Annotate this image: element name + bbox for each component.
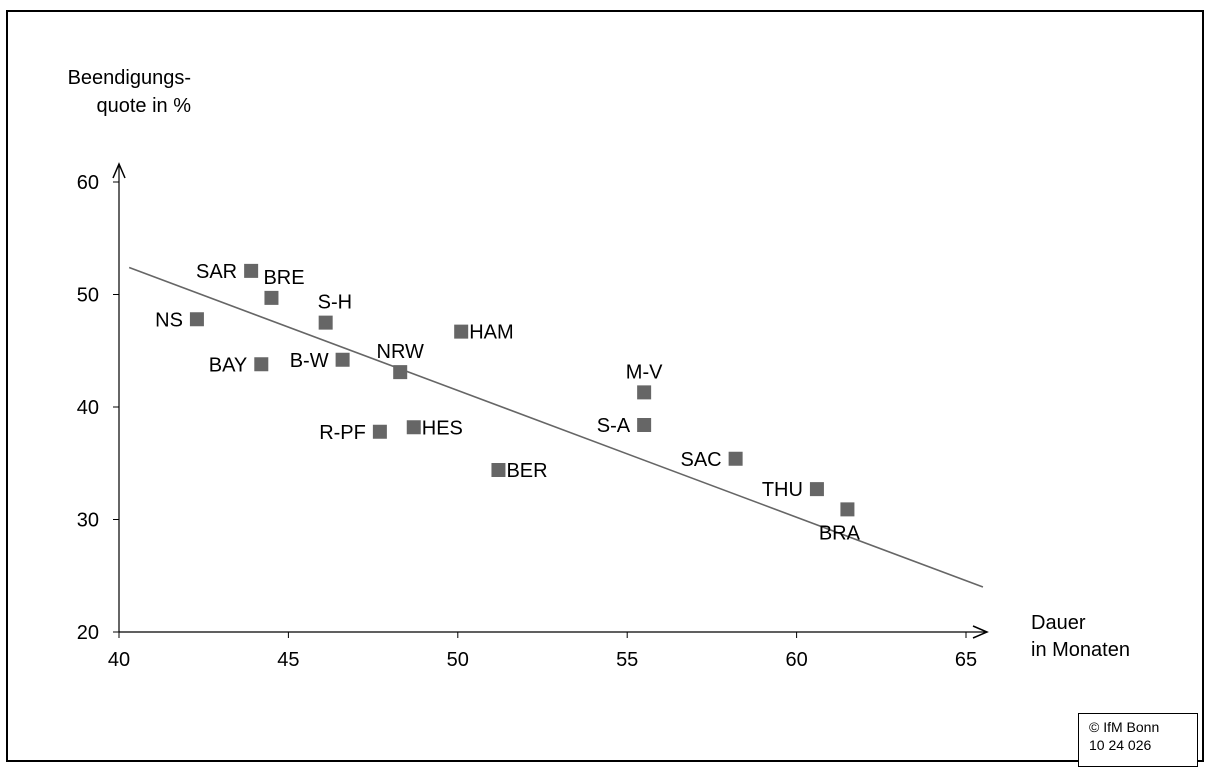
- data-point-s-h: [318, 315, 333, 330]
- data-point-sac: [728, 451, 743, 466]
- x-tick-label: 60: [785, 649, 807, 671]
- data-point-sar: [244, 263, 259, 278]
- data-point-ns: [189, 312, 204, 327]
- data-point-nrw: [393, 365, 408, 380]
- trendline-layer: [128, 266, 984, 588]
- points-layer: SAR BRE NS S-H HAM BAY B-W NRW M-V R-PF HES S-A BER S…: [155, 261, 861, 545]
- y-tick-label: 50: [77, 285, 99, 307]
- data-point-b-w: [335, 352, 350, 367]
- data-label-m-v: M-V: [626, 361, 663, 383]
- data-label-s-a: S-A: [597, 415, 631, 437]
- x-axis-label: Dauer in Monaten: [1031, 610, 1206, 664]
- data-point-bay: [254, 357, 269, 372]
- x-tick-label: 55: [616, 649, 638, 671]
- data-point-s-a: [637, 418, 652, 432]
- data-label-r-pf: R-PF: [319, 422, 366, 444]
- data-point-r-pf: [372, 424, 387, 439]
- data-label-ber: BER: [506, 460, 547, 482]
- y-tick-label: 20: [77, 622, 99, 644]
- data-point-thu: [809, 482, 824, 497]
- chart-frame: [6, 10, 1204, 762]
- copyright-line-2: 10 24 026: [1089, 737, 1152, 753]
- copyright-line-1: © IfM Bonn: [1089, 719, 1160, 735]
- data-point-ber: [491, 463, 506, 477]
- x-axis-arrow: [972, 625, 989, 639]
- y-tick-label: 40: [77, 397, 99, 419]
- data-point-m-v: [637, 385, 652, 400]
- data-label-nrw: NRW: [377, 341, 425, 363]
- data-point-bra: [840, 502, 855, 517]
- data-label-bre: BRE: [263, 267, 304, 289]
- x-tick-label: 40: [108, 649, 130, 671]
- data-point-hes: [406, 420, 421, 435]
- data-label-hes: HES: [422, 417, 463, 439]
- data-label-thu: THU: [762, 479, 803, 501]
- y-tick-label: 30: [77, 510, 99, 532]
- data-point-ham: [454, 324, 469, 339]
- x-axis-label-line-1: Dauer: [1031, 612, 1086, 634]
- data-point-bre: [264, 290, 279, 305]
- x-tick-label: 45: [277, 649, 299, 671]
- data-label-sac: SAC: [680, 449, 721, 471]
- y-axis-label-line-2: quote in %: [96, 95, 191, 117]
- data-label-bra: BRA: [819, 522, 861, 544]
- y-axis-arrow: [112, 162, 126, 179]
- data-label-ns: NS: [155, 309, 183, 331]
- data-label-sar: SAR: [196, 261, 237, 283]
- y-axis-label-line-1: Beendigungs-: [67, 67, 191, 89]
- x-tick-label: 65: [955, 649, 977, 671]
- y-axis-label: Beendigungs- quote in %: [26, 64, 191, 120]
- copyright-box: © IfM Bonn 10 24 026: [1078, 713, 1198, 767]
- axes: 40 45 50 55 60 65 20 30 40 50 60: [77, 162, 989, 671]
- x-tick-label: 50: [447, 649, 469, 671]
- trendline: [128, 266, 984, 588]
- data-label-s-h: S-H: [318, 292, 352, 314]
- y-tick-label: 60: [77, 172, 99, 194]
- x-axis-label-line-2: in Monaten: [1031, 639, 1130, 661]
- data-label-ham: HAM: [469, 322, 513, 344]
- data-label-b-w: B-W: [290, 350, 329, 372]
- data-label-bay: BAY: [209, 354, 248, 376]
